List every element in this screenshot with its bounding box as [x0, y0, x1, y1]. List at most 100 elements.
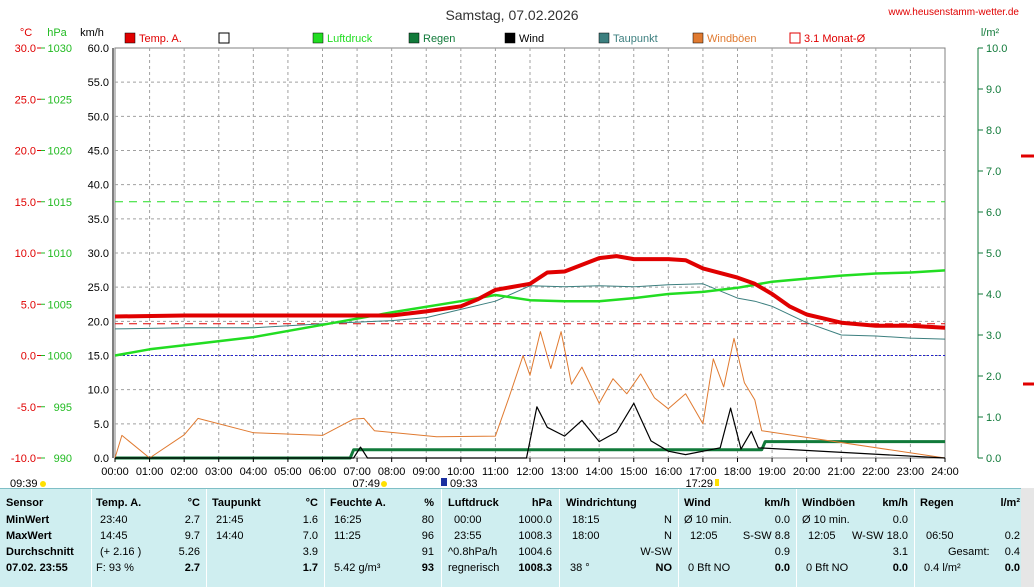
series-taupunkt — [114, 283, 946, 340]
col-temp: Temp. A. °C 23:40 2.7 14:45 9.7 (+ 2.16 ) 5.… — [96, 489, 202, 588]
label-avg: Durchschnitt — [6, 546, 74, 558]
hdr-wind: Wind — [684, 497, 711, 509]
legend-label: Temp. A. — [139, 33, 182, 45]
hdr-hum: Feuchte A. — [330, 497, 386, 509]
pressure-tick-label: 1000 — [48, 351, 72, 363]
time-tick-label: 12:00 — [516, 466, 544, 478]
label-min: MinWert — [6, 514, 50, 526]
pressure-tick-label: 1030 — [48, 43, 72, 55]
wind-tick-label: 30.0 — [88, 248, 109, 260]
dew-avg-value: 3.9 — [302, 546, 318, 558]
gust-min-label: Ø 10 min. — [802, 514, 850, 526]
hdr-dew: Taupunkt — [212, 497, 261, 509]
time-tick-label: 11:00 — [482, 466, 509, 478]
legend-swatch — [598, 32, 610, 44]
time-tick-label: 03:00 — [205, 466, 233, 478]
chart-axes: 30.0 25.0 20.0 15.0 10.0 5.0 0.0 -5.0 -10.0 1030 1… — [10, 27, 1034, 488]
temp-tick-label: 15.0 — [15, 197, 36, 209]
time-tick-label: 02:00 — [170, 466, 198, 478]
hdr-wind-unit: km/h — [764, 497, 790, 509]
pressure-tick-label: 1015 — [48, 197, 72, 209]
time-tick-label: 20:00 — [793, 466, 821, 478]
rain-tick-label: 7.0 — [986, 166, 1001, 178]
legend-label: Windböen — [707, 33, 757, 45]
wind-tick-label: 20.0 — [88, 316, 109, 328]
temp-min-time: 23:40 — [100, 514, 128, 526]
time-tick-label: 14:00 — [585, 466, 613, 478]
col-rain: Regen l/m² 06:50 0.2 Gesamt: 0.4 0.4 l/m² 0.… — [920, 489, 1022, 588]
press-min-time: 00:00 — [454, 514, 482, 526]
time-tick-label: 24:00 — [931, 466, 959, 478]
moon-icon — [441, 478, 447, 486]
dew-max-value: 7.0 — [302, 530, 318, 542]
rain-tick-label: 8.0 — [986, 125, 1001, 137]
temp-tick-label: 25.0 — [15, 94, 36, 106]
hum-max-time: 11:25 — [334, 530, 361, 542]
wdir-min-value: N — [664, 514, 672, 526]
legend-swatch — [218, 32, 230, 44]
temp-tick-label: -5.0 — [17, 402, 36, 414]
time-tick-label: 08:00 — [378, 466, 406, 478]
series-luftdruck — [114, 269, 946, 357]
wind-tick-label: 25.0 — [88, 282, 109, 294]
stats-table: Sensor MinWert MaxWert Durchschnitt 07.0… — [0, 488, 1034, 588]
col-winddir: Windrichtung 18:15 N 18:00 N W-SW 38 ° NO — [566, 489, 674, 588]
dew-min-time: 21:45 — [216, 514, 244, 526]
time-tick-label: 05:00 — [274, 466, 302, 478]
col-humidity: Feuchte A.% 16:25 80 11:25 96 91 5.42 g/m³… — [330, 489, 436, 588]
press-avg-value: 1004.6 — [518, 546, 552, 558]
time-tick-label: 06:00 — [309, 466, 337, 478]
rain-tick-label: 0.0 — [986, 453, 1001, 465]
time-tick-label: 19:00 — [758, 466, 786, 478]
hum-max-value: 96 — [421, 530, 434, 542]
legend-label: Wind — [519, 33, 544, 45]
time-tick-label: 22:00 — [862, 466, 890, 478]
hdr-rain-unit: l/m² — [1000, 497, 1020, 509]
col-pressure: Luftdruck hPa 00:00 1000.0 23:55 1008.3 ^0.… — [448, 489, 554, 588]
rain-tick-label: 1.0 — [986, 412, 1001, 424]
hdr-dew-unit: °C — [305, 497, 318, 509]
press-now-value: 1008.3 — [518, 562, 552, 574]
rain-tick-label: 6.0 — [986, 207, 1001, 219]
wdir-max-value: N — [664, 530, 672, 542]
hum-now-abs: 5.42 g/m³ — [334, 562, 381, 574]
wind-tick-label: 15.0 — [88, 351, 109, 363]
wind-tick-label: 35.0 — [88, 214, 109, 226]
hdr-temp-unit: °C — [187, 497, 200, 509]
temp-now-value: 2.7 — [184, 562, 200, 574]
col-sensor: Sensor MinWert MaxWert Durchschnitt 07.0… — [6, 489, 90, 588]
hdr-sensor: Sensor — [6, 497, 44, 509]
chart-legend: Temp. A. Luftdruck Regen Wind Taupunkt Windbö… — [124, 32, 866, 45]
legend-label: Taupunkt — [613, 33, 658, 45]
rain-tick-label: 10.0 — [986, 43, 1007, 55]
table-scrollbar[interactable] — [1021, 488, 1034, 587]
rain-max-value: 0.2 — [1004, 530, 1020, 542]
press-min-value: 1000.0 — [518, 514, 552, 526]
rain-tick-label: 4.0 — [986, 289, 1001, 301]
col-wind: Wind km/h Ø 10 min. 0.0 12:05 S-SW 8.8 0.9 … — [684, 489, 792, 588]
press-forecast: regnerisch — [448, 562, 500, 574]
rain-unit-label: l/m² — [981, 27, 1000, 39]
site-link[interactable]: www.heusenstamm-wetter.de — [887, 7, 1019, 18]
time-tick-label: 10:00 — [447, 466, 475, 478]
legend-swatch — [504, 32, 516, 44]
time-tick-label: 07:00 — [343, 466, 371, 478]
series-windb-en — [114, 331, 946, 459]
chart-grid — [114, 47, 946, 459]
wind-tick-label: 40.0 — [88, 180, 109, 192]
hdr-rain: Regen — [920, 497, 954, 509]
dew-max-time: 14:40 — [216, 530, 244, 542]
rain-tick-label: 9.0 — [986, 84, 1001, 96]
wdir-now-deg: 38 ° — [570, 562, 590, 574]
rain-tick-label: 2.0 — [986, 371, 1001, 383]
gust-max-value: W-SW 18.0 — [851, 530, 908, 542]
temp-avg-value: 5.26 — [178, 546, 200, 558]
rain-max-time: 06:50 — [926, 530, 954, 542]
press-trend: ^0.8hPa/h — [448, 546, 498, 558]
wdir-avg-value: W-SW — [640, 546, 672, 558]
legend-swatch — [692, 32, 704, 44]
hum-min-value: 80 — [421, 514, 434, 526]
hum-now-value: 93 — [421, 562, 434, 574]
wind-tick-label: 45.0 — [88, 146, 109, 158]
hdr-press-unit: hPa — [531, 497, 552, 509]
